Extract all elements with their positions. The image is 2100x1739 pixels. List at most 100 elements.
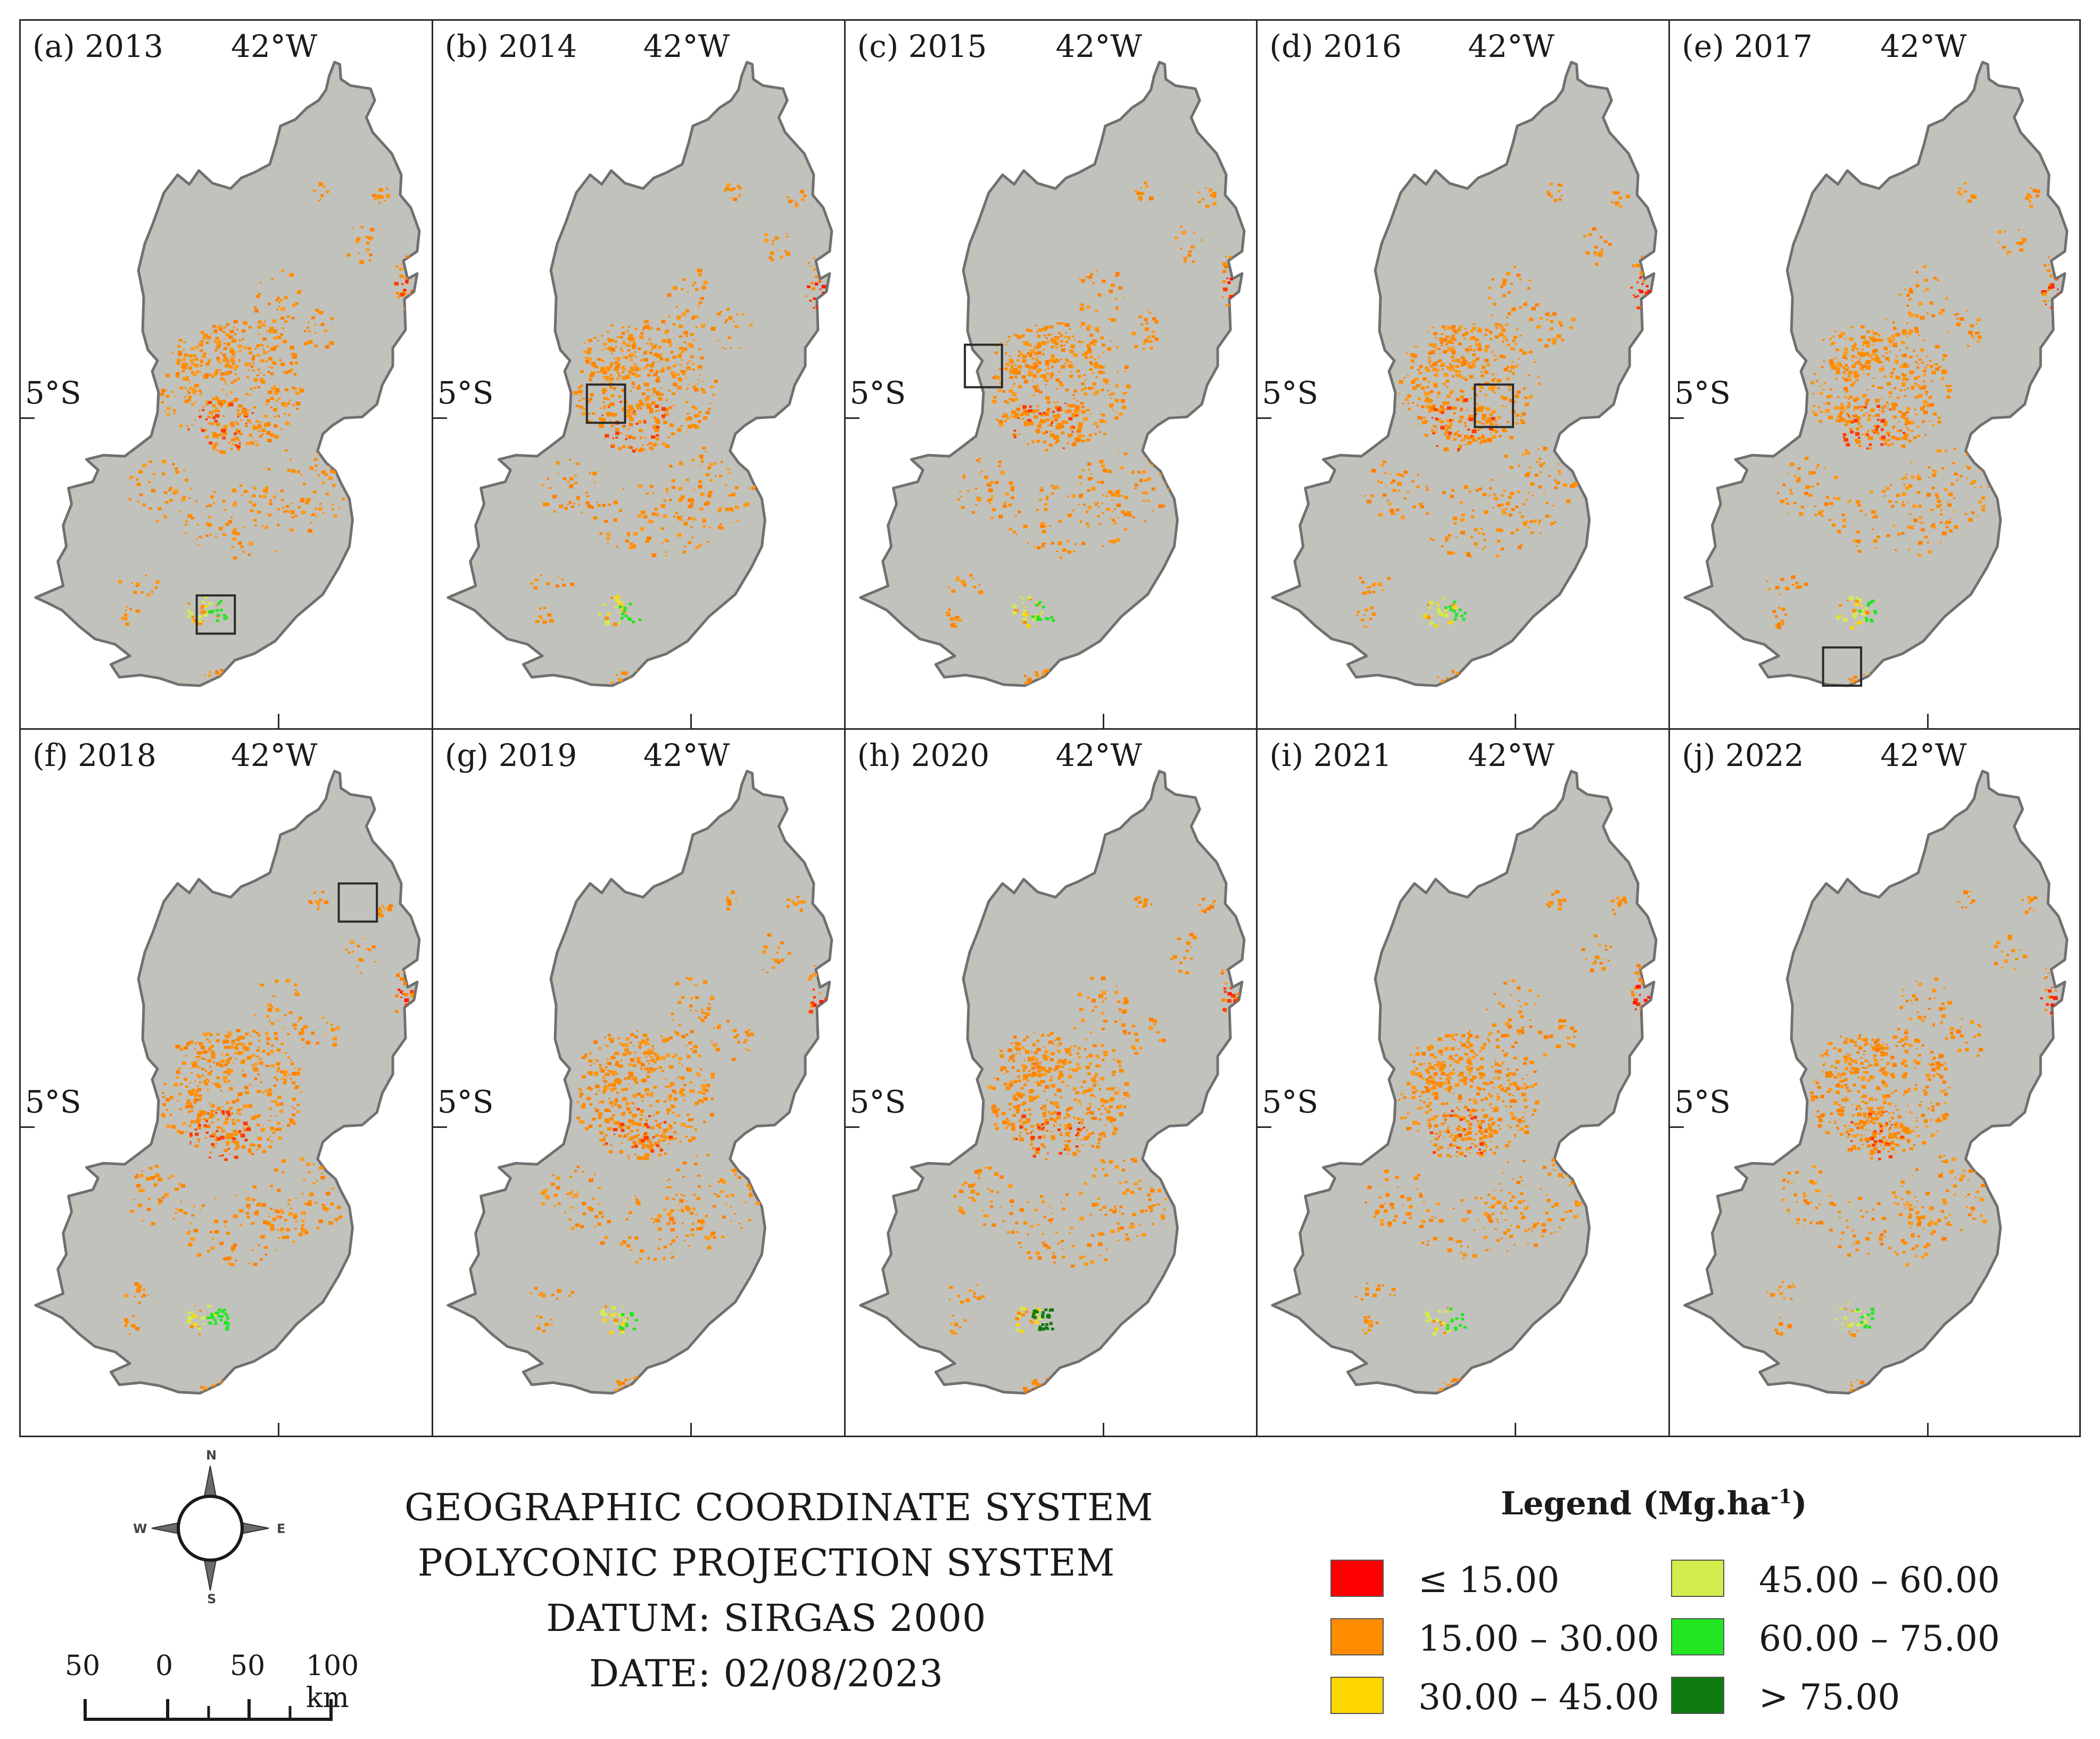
latitude-label: 5°S (1674, 1084, 1731, 1120)
map-panel: (a) 2013 42°W 5°S (19, 19, 433, 730)
biomass-pixels (118, 182, 416, 686)
panel-label: (f) 2018 (32, 737, 156, 773)
longitude-tick (1102, 1423, 1104, 1436)
scale-label: 0 (155, 1650, 173, 1682)
longitude-tick (1515, 714, 1517, 728)
longitude-label: 42°W (231, 28, 318, 64)
region-outline (1271, 61, 1658, 687)
longitude-tick (278, 1423, 279, 1436)
region-map (858, 770, 1245, 1395)
legend-label: 15.00 – 30.00 (1418, 1618, 1659, 1659)
region-outline (1683, 61, 2069, 687)
map-panel: (e) 2017 42°W 5°S (1668, 19, 2081, 730)
legend-swatch (1330, 1677, 1384, 1714)
compass-e-label: E (277, 1521, 286, 1536)
legend-title: Legend (Mg.ha-1) (1501, 1485, 1807, 1522)
scale-label: 50 (65, 1650, 101, 1682)
latitude-tick (845, 1126, 859, 1128)
region-outline (1683, 770, 2069, 1395)
region-outline (858, 770, 1245, 1395)
legend-swatch (1671, 1618, 1724, 1655)
map-panel: (j) 2022 42°W 5°S (1668, 728, 2081, 1437)
compass-s-label: S (207, 1592, 217, 1606)
region-map (34, 770, 421, 1395)
region-map (1271, 61, 1658, 687)
projection-line: POLYCONIC PROJECTION SYSTEM (417, 1541, 1115, 1585)
longitude-label: 42°W (231, 737, 318, 773)
latitude-label: 5°S (849, 375, 906, 411)
longitude-label: 42°W (1468, 28, 1555, 64)
biomass-pixels (1766, 182, 2060, 686)
longitude-label: 42°W (643, 737, 730, 773)
biomass-pixels (1357, 183, 1652, 686)
longitude-label: 42°W (1055, 28, 1143, 64)
latitude-label: 5°S (25, 1084, 81, 1120)
latitude-tick (1670, 417, 1684, 419)
legend-swatch (1330, 1618, 1384, 1655)
biomass-pixels (123, 891, 415, 1394)
longitude-tick (1515, 1423, 1517, 1436)
compass-rose-icon (151, 1465, 269, 1591)
longitude-tick (278, 714, 279, 728)
map-panel: (h) 2020 42°W 5°S (844, 728, 1258, 1437)
region-map (447, 61, 833, 687)
compass-w-label: W (133, 1521, 147, 1536)
latitude-tick (433, 417, 447, 419)
latitude-tick (1670, 1126, 1684, 1128)
longitude-tick (690, 714, 692, 728)
biomass-pixels (948, 896, 1239, 1394)
region-map (858, 61, 1245, 687)
region-map (447, 770, 833, 1395)
latitude-label: 5°S (437, 375, 494, 411)
panel-label: (d) 2016 (1269, 28, 1402, 64)
latitude-tick (1258, 417, 1272, 419)
highlight-box (585, 383, 626, 424)
legend-label: > 75.00 (1759, 1677, 1900, 1718)
map-panel: (b) 2014 42°W 5°S (431, 19, 846, 730)
biomass-pixels (1355, 890, 1651, 1394)
projection-line: DATUM: SIRGAS 2000 (546, 1596, 987, 1640)
panel-label: (b) 2014 (444, 28, 577, 64)
legend-label: ≤ 15.00 (1418, 1560, 1560, 1601)
longitude-tick (690, 1423, 692, 1436)
region-outline (447, 770, 833, 1395)
longitude-label: 42°W (1880, 28, 1967, 64)
projection-line: DATE: 02/08/2023 (589, 1652, 944, 1695)
latitude-label: 5°S (437, 1084, 494, 1120)
panel-label: (a) 2013 (32, 28, 163, 64)
region-map (34, 61, 421, 687)
longitude-label: 42°W (643, 28, 730, 64)
latitude-label: 5°S (849, 1084, 906, 1120)
panel-label: (i) 2021 (1269, 737, 1392, 773)
biomass-pixels (530, 890, 828, 1394)
region-map (1683, 770, 2069, 1395)
compass-n-label: N (206, 1448, 217, 1463)
north-arrow: N S W E (122, 1448, 298, 1608)
map-panel: (i) 2021 42°W 5°S (1256, 728, 1671, 1437)
panel-label: (h) 2020 (857, 737, 990, 773)
legend-swatch (1671, 1677, 1724, 1714)
latitude-tick (21, 417, 35, 419)
map-panel: (d) 2016 42°W 5°S (1256, 19, 1671, 730)
latitude-tick (433, 1126, 447, 1128)
latitude-tick (21, 1126, 35, 1128)
panel-label: (j) 2022 (1682, 737, 1804, 773)
longitude-label: 42°W (1880, 737, 1967, 773)
highlight-box (195, 594, 236, 635)
scale-label: 100 km (306, 1650, 359, 1714)
map-panel: (g) 2019 42°W 5°S (431, 728, 846, 1437)
panel-label: (c) 2015 (857, 28, 987, 64)
legend-label: 45.00 – 60.00 (1759, 1560, 2000, 1601)
highlight-box (1822, 646, 1863, 687)
biomass-pixels (1767, 890, 2061, 1394)
panel-label: (g) 2019 (444, 737, 577, 773)
map-panel: (c) 2015 42°W 5°S (844, 19, 1258, 730)
legend-label: 30.00 – 45.00 (1418, 1677, 1659, 1718)
map-panel: (f) 2018 42°W 5°S (19, 728, 433, 1437)
region-outline (447, 61, 833, 687)
latitude-tick (845, 417, 859, 419)
latitude-label: 5°S (25, 375, 81, 411)
map-panel-grid: (a) 2013 42°W 5°S (b) 2014 42°W 5°S (c) 2015 42… (19, 19, 2081, 1437)
biomass-pixels (530, 183, 826, 686)
highlight-box (963, 343, 1003, 389)
